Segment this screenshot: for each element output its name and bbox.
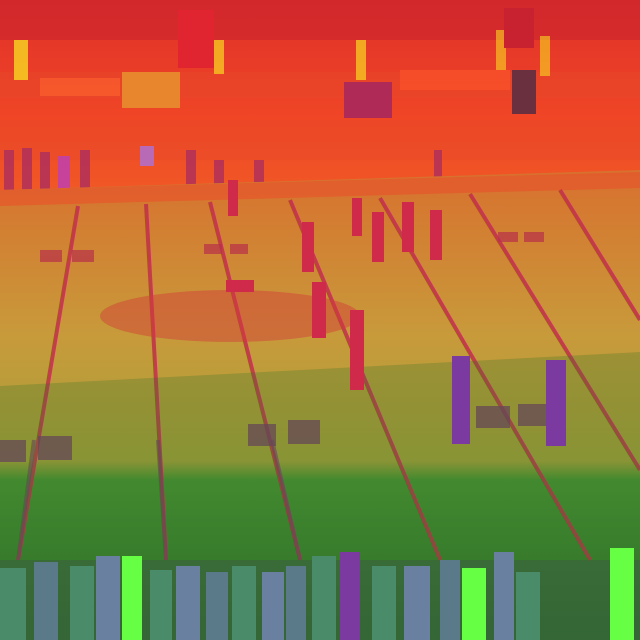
players-red	[226, 180, 442, 390]
stadium-lights	[14, 30, 550, 80]
midfield-logo	[100, 290, 360, 342]
sideline-band	[0, 172, 640, 206]
yard-line-shadow	[16, 439, 302, 561]
stand-structure	[504, 8, 534, 48]
field-numbers-shadow	[0, 404, 552, 462]
crowd-texture	[0, 0, 640, 160]
playing-field	[0, 170, 640, 640]
tunnel	[512, 70, 536, 114]
field-numbers	[40, 232, 544, 262]
camera-cart	[344, 82, 392, 118]
banner	[122, 72, 180, 108]
sideline-players	[0, 548, 640, 640]
players-purple	[452, 356, 566, 446]
stand-structure	[178, 10, 214, 68]
